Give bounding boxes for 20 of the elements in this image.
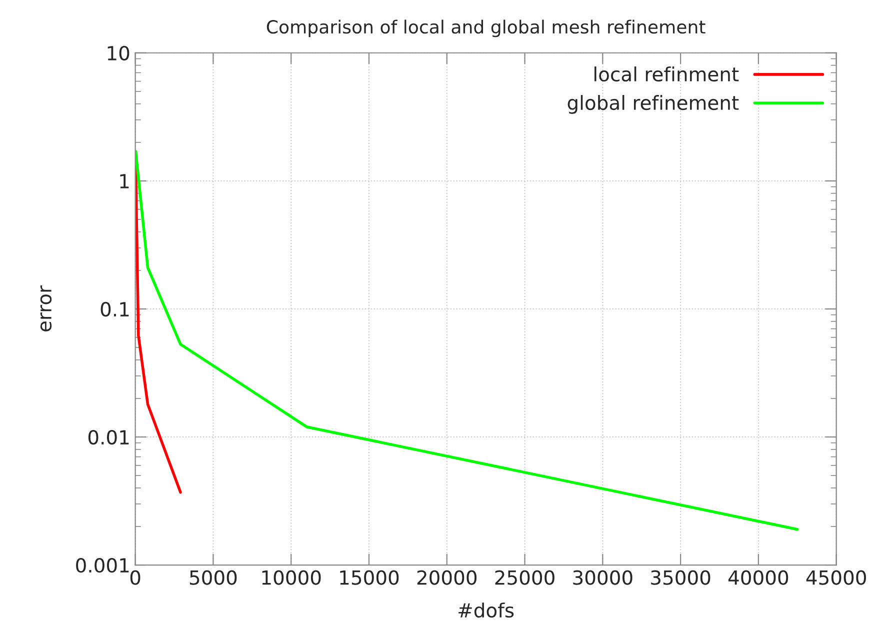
chart-title: Comparison of local and global mesh refinement — [266, 20, 706, 38]
x-tick-label: 20000 — [417, 570, 477, 585]
x-axis-title: #dofs — [458, 602, 514, 618]
legend-label: local refinment — [594, 66, 739, 82]
x-tick-label: 25000 — [495, 570, 554, 585]
y-tick-label: 10 — [108, 46, 130, 61]
y-tick-label: 0.1 — [100, 302, 129, 317]
x-tick-label: 5000 — [190, 570, 237, 585]
y-tick-label: 0.01 — [88, 430, 129, 445]
y-tick-label: 0.001 — [76, 558, 129, 573]
y-tick-label: 1 — [120, 174, 129, 188]
y-axis-title: error — [40, 285, 52, 332]
x-tick-label: 45000 — [806, 570, 866, 585]
x-tick-label: 10000 — [262, 570, 321, 585]
x-tick-label: 35000 — [651, 570, 710, 585]
x-tick-label: 30000 — [573, 570, 632, 585]
x-tick-label: 40000 — [728, 570, 788, 585]
x-tick-label: 15000 — [340, 570, 399, 585]
legend-label: global refinement — [568, 95, 739, 114]
x-tick-label: 0 — [130, 570, 140, 585]
